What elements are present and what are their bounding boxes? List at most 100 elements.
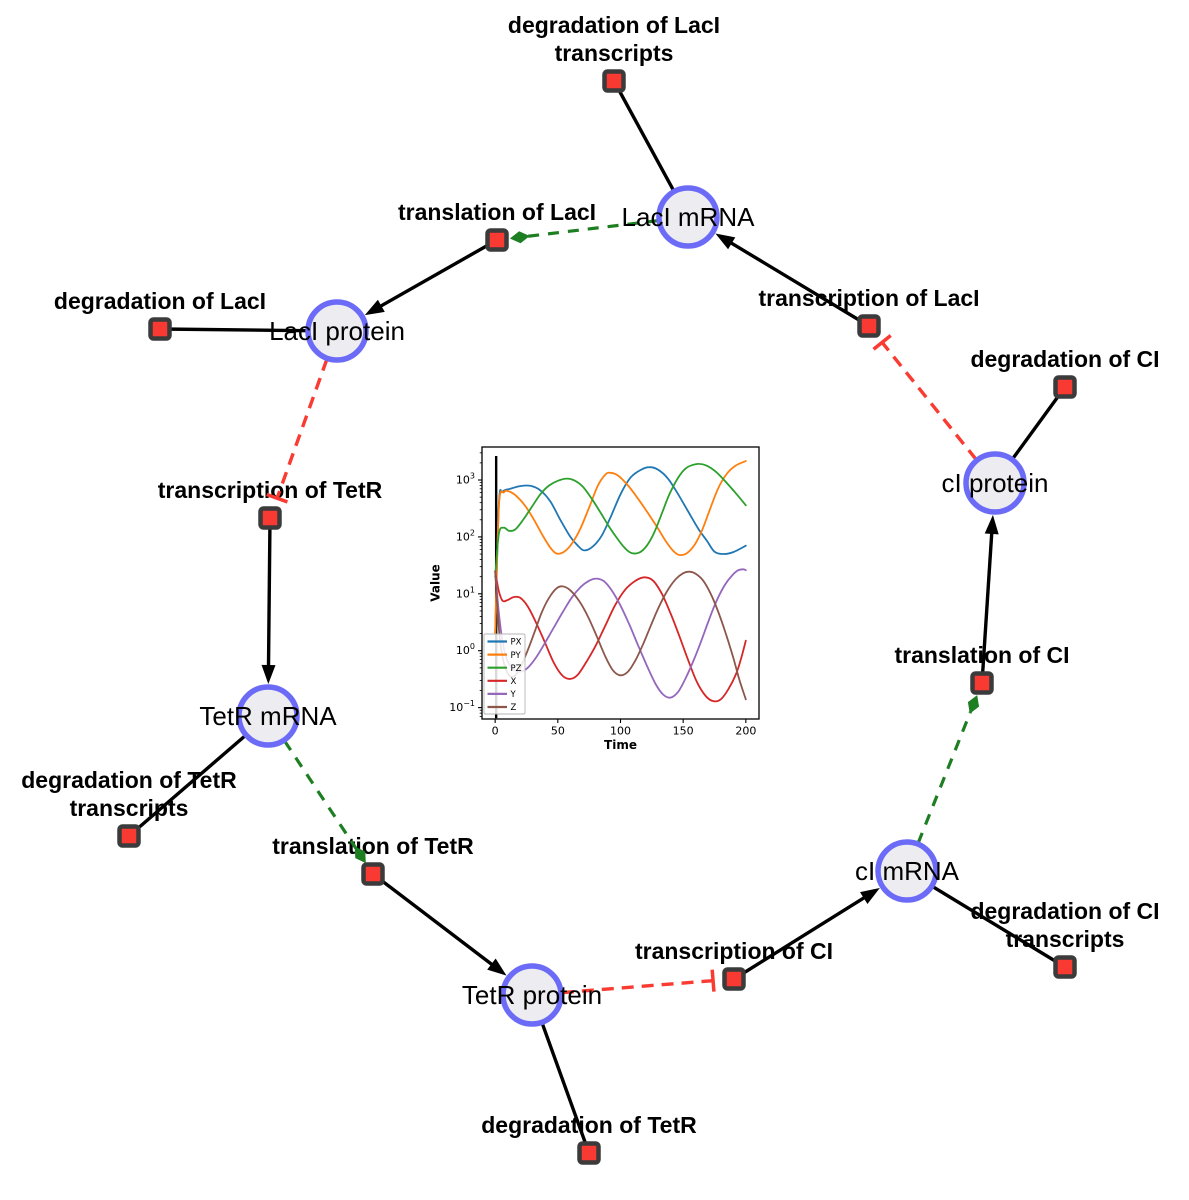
edge-inhibition-ci-protein-to-transcription-of-laci-tbar-icon	[872, 334, 892, 351]
reaction-node-degradation-of-ci-transcripts[interactable]	[1053, 955, 1077, 979]
species-label-laci-mrna: LacI mRNA	[622, 202, 756, 232]
edge-inhibition-ci-protein-to-transcription-of-laci	[880, 341, 978, 461]
reaction-label-transcription-of-laci-line1: transcription of LacI	[758, 285, 979, 311]
edge-production-translation-of-laci-to-laci-protein	[375, 238, 498, 311]
reaction-node-translation-of-ci[interactable]	[970, 671, 994, 695]
species-node-laci-mrna[interactable]	[656, 185, 720, 249]
species-node-tetr-mrna[interactable]	[236, 684, 300, 748]
edge-production-translation-of-tetr-to-tetr-protein-arrowhead-icon	[487, 958, 507, 976]
reaction-label-degradation-of-ci-transcripts-line1: degradation of CI	[970, 898, 1159, 924]
edge-consumption-tetr-mrna-to-degradation-of-tetr-transcripts	[127, 734, 247, 838]
edge-consumption-laci-protein-to-degradation-of-laci	[159, 327, 308, 333]
series-line-Z	[494, 570, 747, 701]
edge-modifier-tetr-mrna-to-translation-of-tetr-diamond-icon	[354, 846, 366, 864]
series-line-X	[494, 570, 747, 703]
reaction-node-transcription-of-ci[interactable]	[722, 967, 746, 991]
edges-layer	[127, 80, 1067, 1154]
species-node-ci-protein[interactable]	[963, 451, 1027, 515]
reaction-labels-layer: degradation of LacItranscriptstranslatio…	[21, 12, 1159, 1138]
species-label-tetr-protein: TetR protein	[462, 980, 602, 1010]
legend-label-Y: Y	[510, 690, 517, 700]
reaction-label-degradation-of-tetr-transcripts-line2: transcripts	[70, 795, 189, 821]
edge-modifier-tetr-mrna-to-translation-of-tetr	[283, 740, 358, 850]
reaction-node-transcription-of-tetr[interactable]	[258, 506, 282, 530]
x-tick-label: 50	[551, 725, 565, 738]
edge-production-transcription-of-ci-to-ci-mrna-arrowhead-icon	[860, 887, 880, 904]
reaction-label-degradation-of-laci-transcripts-line2: transcripts	[555, 40, 674, 66]
edge-production-translation-of-tetr-to-tetr-protein	[371, 872, 498, 970]
reaction-node-translation-of-laci[interactable]	[485, 228, 509, 252]
edge-inhibition-laci-protein-to-transcription-of-tetr	[275, 358, 329, 499]
reaction-node-transcription-of-laci[interactable]	[857, 314, 881, 338]
species-node-laci-protein[interactable]	[305, 299, 369, 363]
reaction-node-degradation-of-tetr[interactable]	[577, 1141, 601, 1165]
reaction-label-transcription-of-ci-line1: transcription of CI	[635, 938, 833, 964]
edge-consumption-ci-protein-to-degradation-of-ci	[1011, 385, 1067, 460]
plot-legend: PX PY PZ XYZ	[483, 633, 526, 715]
species-label-tetr-mrna: TetR mRNA	[199, 701, 337, 731]
y-tick-label: 10−1	[449, 699, 475, 714]
edge-production-transcription-of-laci-to-laci-mrna	[725, 238, 870, 328]
y-axis-label: Value	[429, 564, 443, 602]
edge-inhibition-laci-protein-to-transcription-of-tetr-tbar-icon	[266, 492, 289, 504]
edge-production-translation-of-ci-to-ci-protein	[980, 527, 994, 684]
edge-modifier-laci-mrna-to-translation-of-laci	[527, 218, 659, 238]
species-label-ci-protein: cI protein	[942, 468, 1049, 498]
series-line-PZ	[494, 462, 747, 578]
reaction-label-degradation-of-ci-transcripts-line2: transcripts	[1006, 926, 1125, 952]
edge-modifier-ci-mrna-to-translation-of-ci	[916, 711, 972, 844]
edge-consumption-ci-mrna-to-degradation-of-ci-transcripts	[931, 885, 1066, 969]
reaction-node-degradation-of-ci[interactable]	[1053, 375, 1077, 399]
reaction-label-degradation-of-laci-transcripts-line1: degradation of LacI	[508, 12, 720, 38]
reaction-node-translation-of-tetr[interactable]	[361, 862, 385, 886]
x-tick-label: 150	[673, 725, 694, 738]
x-axis-label: Time	[604, 738, 637, 752]
x-tick-label: 0	[492, 725, 499, 738]
series-line-PY	[494, 460, 747, 635]
reaction-label-degradation-of-tetr-line1: degradation of TetR	[481, 1112, 697, 1138]
legend-label-PZ: PZ	[511, 664, 522, 674]
x-tick-label: 100	[610, 725, 631, 738]
reaction-label-translation-of-tetr-line1: translation of TetR	[272, 833, 474, 859]
legend-label-PY: PY	[511, 651, 522, 661]
edge-inhibition-tetr-protein-to-transcription-of-ci	[561, 978, 714, 995]
x-tick-label: 200	[735, 725, 756, 738]
edge-inhibition-tetr-protein-to-transcription-of-ci-tbar-icon	[710, 969, 716, 992]
y-tick-label: 101	[456, 585, 475, 600]
species-node-ci-mrna[interactable]	[875, 839, 939, 903]
edge-modifier-laci-mrna-to-translation-of-laci-diamond-icon	[509, 231, 530, 244]
y-tick-label: 103	[456, 472, 475, 487]
species-label-laci-protein: LacI protein	[269, 316, 405, 346]
reaction-node-degradation-of-laci-transcripts[interactable]	[602, 69, 626, 93]
edge-production-transcription-of-tetr-to-tetr-mrna-arrowhead-icon	[261, 664, 276, 685]
edge-production-translation-of-ci-to-ci-protein-arrowhead-icon	[984, 514, 999, 535]
edge-consumption-laci-mrna-to-degradation-of-laci-transcripts	[612, 80, 676, 192]
species-node-tetr-protein[interactable]	[500, 963, 564, 1027]
plot-ticks: 0 50 100 150 200 10−1 100 101 102 103	[449, 452, 756, 738]
legend-label-Z: Z	[511, 703, 517, 713]
edge-production-transcription-of-ci-to-ci-mrna	[733, 893, 870, 981]
y-tick-label: 102	[456, 528, 475, 543]
edge-modifier-ci-mrna-to-translation-of-ci-diamond-icon	[967, 695, 980, 714]
reaction-node-degradation-of-laci[interactable]	[148, 317, 172, 341]
legend-label-PX: PX	[511, 638, 522, 648]
reaction-label-translation-of-laci-line1: translation of LacI	[398, 199, 596, 225]
plot-series	[494, 456, 747, 719]
y-tick-label: 100	[456, 642, 475, 657]
legend-label-X: X	[511, 677, 517, 687]
reaction-node-degradation-of-tetr-transcripts[interactable]	[117, 824, 141, 848]
edge-production-transcription-of-laci-to-laci-mrna-arrowhead-icon	[715, 233, 736, 250]
edge-production-translation-of-laci-to-laci-protein-arrowhead-icon	[364, 299, 385, 316]
nodes-layer	[117, 69, 1077, 1165]
series-line-PX	[494, 466, 747, 635]
reaction-label-degradation-of-laci-line1: degradation of LacI	[54, 288, 266, 314]
reaction-label-degradation-of-ci-line1: degradation of CI	[970, 346, 1159, 372]
species-label-ci-mrna: cI mRNA	[855, 856, 960, 886]
reaction-label-degradation-of-tetr-transcripts-line1: degradation of TetR	[21, 767, 237, 793]
reaction-label-transcription-of-tetr-line1: transcription of TetR	[158, 477, 383, 503]
species-labels-layer: LacI mRNA LacI protein TetR mRNA TetR prote…	[199, 202, 1048, 1010]
edge-consumption-tetr-protein-to-degradation-of-tetr	[540, 1022, 591, 1154]
edge-production-transcription-of-tetr-to-tetr-mrna	[266, 517, 272, 672]
